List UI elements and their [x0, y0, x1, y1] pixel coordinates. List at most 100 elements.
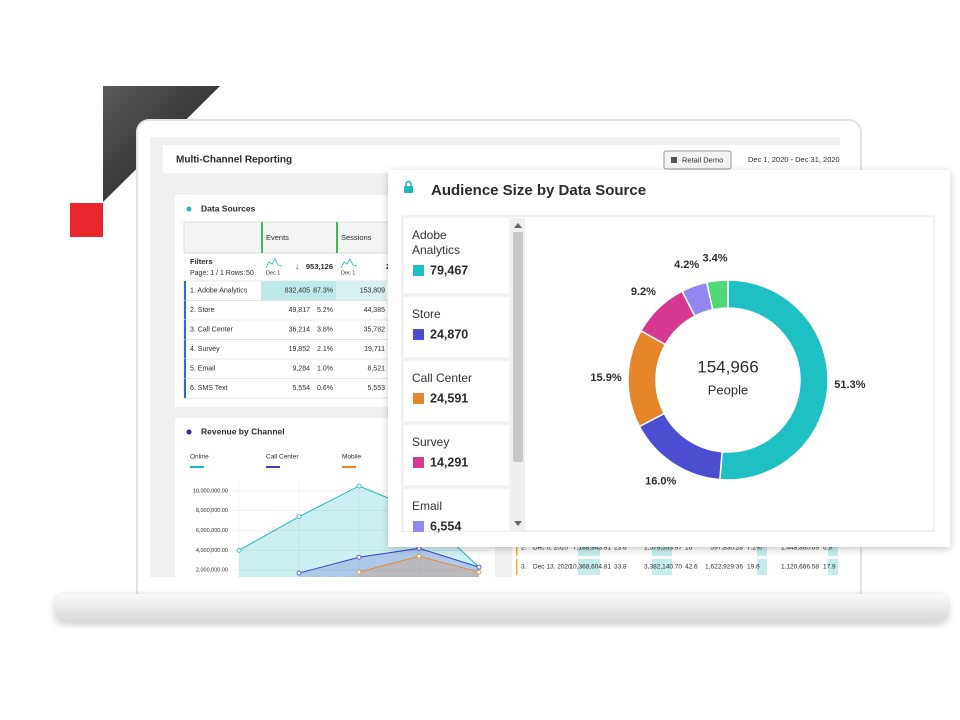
series-area: [299, 548, 479, 577]
table-header: [183, 221, 401, 254]
row-marker: [516, 540, 518, 556]
cell-bar: [757, 540, 767, 556]
item-swatch: [413, 265, 424, 276]
sparkline-date: Dec 1: [266, 270, 280, 276]
table-cell: 1,120,666.58: [781, 564, 819, 571]
cell-bar: [757, 559, 767, 575]
item-name: Email: [412, 499, 442, 513]
scroll-up[interactable]: [514, 223, 522, 228]
table-cell: Dec 6, 2020: [533, 545, 568, 552]
row-highlight: [261, 281, 336, 301]
list-item[interactable]: [404, 361, 509, 421]
item-name: Store: [412, 307, 441, 321]
data-point: [356, 554, 362, 560]
table-cell: 3.: [521, 564, 527, 571]
donut-segment[interactable]: [705, 279, 729, 311]
item-name: Adobe Analytics: [412, 228, 460, 257]
source-name[interactable]: 5. Email: [190, 365, 216, 372]
sparkline: [340, 258, 358, 269]
donut-label: 3.4%: [702, 253, 727, 265]
table-cell: 1,579,553.97: [644, 545, 682, 552]
legend-label[interactable]: Mobile: [342, 454, 362, 461]
laptop-base: [55, 594, 948, 622]
rows-per-page[interactable]: 50: [246, 270, 254, 277]
sessions-value: 8,521: [367, 365, 385, 372]
donut-label: 9.2%: [631, 286, 656, 298]
events-share: 1.0%: [317, 365, 333, 372]
date-range[interactable]: Dec 1, 2020 - Dec 31, 2020: [748, 155, 840, 164]
list-item[interactable]: [404, 297, 509, 357]
table-cell: 2.: [521, 545, 527, 552]
sparkline-date: Dec 1: [341, 270, 355, 276]
data-point: [356, 569, 362, 575]
row-marker: [184, 320, 186, 340]
item-count: 24,870: [430, 327, 468, 341]
events-share: 3.8%: [317, 326, 333, 333]
legend-label[interactable]: Online: [190, 454, 209, 461]
y-tick-label: 8,000,000.00: [196, 508, 228, 514]
button-icon: [671, 157, 677, 163]
donut-label: 51.3%: [834, 379, 865, 391]
sessions-value: 35,782: [364, 326, 386, 333]
legend-swatch: [266, 466, 280, 468]
column-marker: [336, 222, 338, 253]
plot-area: [236, 483, 482, 577]
source-name[interactable]: 3. Call Center: [190, 326, 233, 333]
table-cell: Dec 13, 2020: [533, 564, 572, 571]
data-point: [296, 570, 302, 576]
data-point: [476, 564, 482, 570]
events-share: 87.3%: [313, 287, 333, 294]
retail-demo-button[interactable]: [663, 150, 732, 170]
table-cell: 1,448,860.69: [781, 545, 819, 552]
events-value: 49,817: [289, 307, 311, 314]
source-name[interactable]: 1. Adobe Analytics: [190, 287, 248, 294]
table-cell: 19.6: [747, 564, 760, 571]
panel-dot: [186, 206, 192, 212]
column-header: Events: [266, 233, 289, 242]
table-cell: 597,830.28: [710, 545, 743, 552]
y-tick-label: 6,000,000.00: [196, 528, 228, 534]
filters-label: Filters: [190, 257, 213, 266]
series-line: [298, 547, 480, 574]
source-name[interactable]: 4. Survey: [190, 346, 220, 353]
column-header: Sessions: [341, 233, 372, 242]
donut-label: 16.0%: [645, 476, 676, 488]
table-cell: 3,382,140.70: [644, 564, 682, 571]
panel-title: Revenue by Channel: [201, 426, 285, 436]
data-point: [296, 514, 302, 520]
decor-square: [70, 203, 103, 237]
legend-label[interactable]: Call Center: [266, 454, 299, 461]
sessions-value: 5,553: [367, 385, 385, 392]
item-swatch: [413, 457, 424, 468]
table-cell: 17.9: [823, 564, 836, 571]
cell-bar: [828, 559, 838, 575]
center-total: 154,966: [697, 357, 758, 376]
source-list-items: Adobe Analytics 79,467 Store 24,870 Call Cen…: [404, 218, 509, 533]
list-item[interactable]: [404, 218, 509, 293]
table-cell: 42.6: [685, 564, 698, 571]
y-tick-label: 10,000,000.00: [193, 488, 228, 494]
item-count: 24,591: [430, 391, 468, 405]
series-area: [359, 556, 479, 577]
sparkline: [265, 258, 283, 269]
cell-bar: [828, 540, 838, 556]
list-item[interactable]: [404, 425, 509, 485]
sessions-value: 19,711: [364, 346, 385, 353]
row-marker: [184, 339, 186, 359]
column-marker: [261, 222, 263, 253]
events-share: 0.6%: [317, 385, 333, 392]
source-name[interactable]: 2. Store: [190, 307, 215, 314]
row-marker: [184, 281, 186, 301]
button-label: Retail Demo: [682, 155, 723, 164]
donut-label: 4.2%: [674, 259, 699, 271]
data-point: [356, 483, 362, 489]
scrollbar-thumb[interactable]: [513, 232, 523, 462]
sort-arrow: ↓: [295, 262, 299, 271]
source-name[interactable]: 6. SMS Text: [190, 385, 228, 392]
scroll-down[interactable]: [514, 521, 522, 526]
sessions-value: 153,809: [360, 287, 385, 294]
row-marker: [516, 559, 518, 575]
donut-label: 15.9%: [590, 372, 621, 384]
events-total: 953,126: [306, 262, 333, 271]
donut-segment[interactable]: [719, 279, 829, 481]
